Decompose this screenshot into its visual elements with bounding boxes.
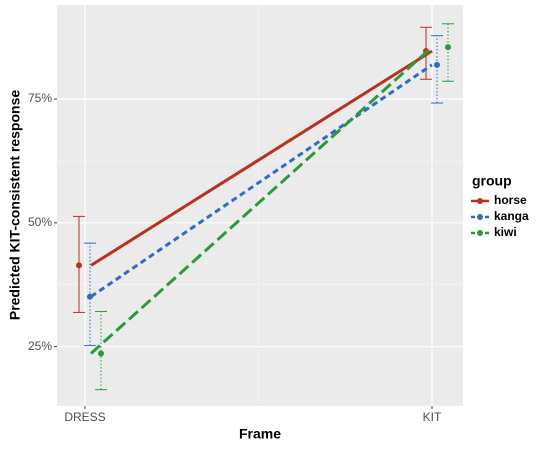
point: [98, 350, 104, 357]
y-tick-label: 25%: [28, 339, 52, 353]
panel: [57, 5, 463, 406]
y-tick-label: 75%: [28, 91, 52, 105]
legend-key-point: [477, 214, 483, 220]
series-line: [90, 49, 433, 267]
legend-key-point: [477, 198, 483, 204]
x-tick-label: KIT: [423, 410, 442, 424]
legend-label: kiwi: [494, 225, 517, 239]
marks: [73, 23, 454, 391]
series-line: [89, 45, 434, 355]
grid: [57, 5, 463, 406]
point: [76, 262, 82, 269]
legend-label: horse: [494, 193, 527, 207]
series-line: [90, 63, 433, 298]
y-axis-title: Predicted KIT-consistent response: [7, 90, 23, 320]
x-axis-title: Frame: [239, 426, 281, 442]
legend-title: group: [472, 173, 512, 189]
x-tick-label: DRESS: [64, 410, 105, 424]
point: [434, 61, 440, 68]
y-tick-label: 50%: [28, 215, 52, 229]
point: [445, 44, 451, 51]
legend-label: kanga: [494, 209, 529, 223]
legend-key-point: [477, 230, 483, 236]
